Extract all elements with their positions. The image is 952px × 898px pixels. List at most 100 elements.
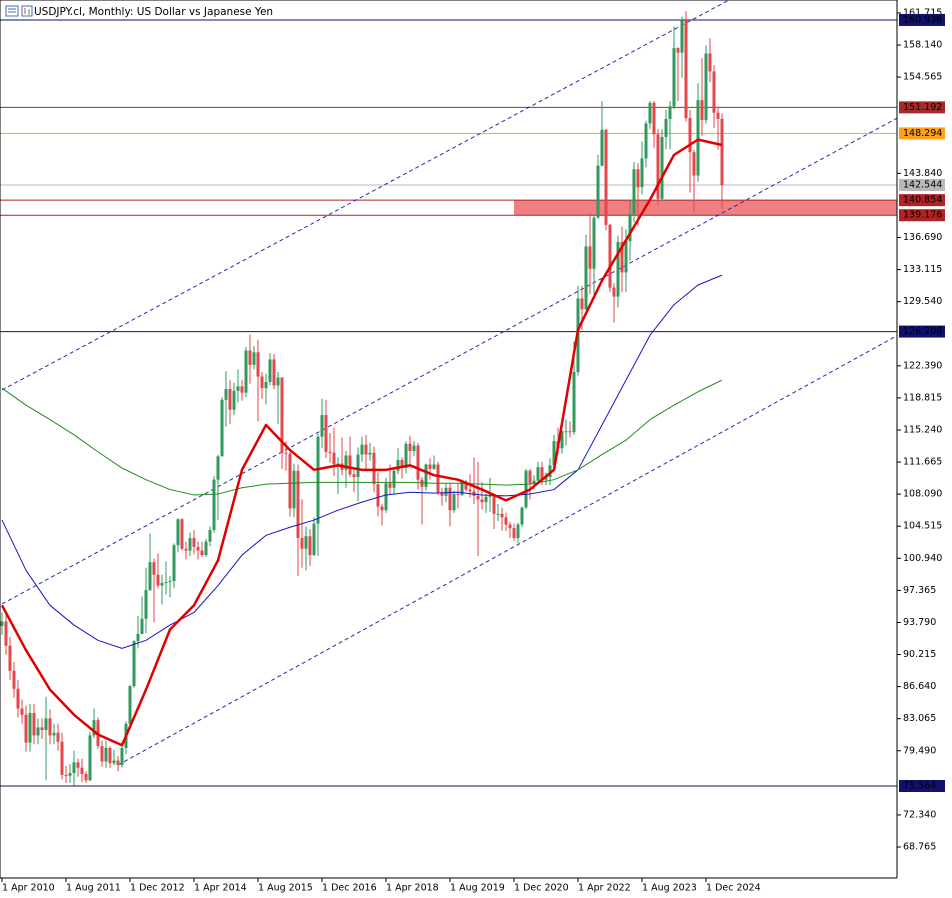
- plot-area: [0, 0, 897, 787]
- candle-body: [260, 376, 264, 389]
- candle-body: [400, 459, 404, 469]
- candle-body: [32, 712, 36, 736]
- candle-body: [156, 574, 160, 586]
- level-label-box: [899, 779, 945, 792]
- x-tick-label: 1 Aug 2015: [258, 883, 313, 894]
- level-label-box: [899, 194, 945, 207]
- candle-body: [68, 773, 72, 776]
- x-tick-label: 1 Apr 2010: [2, 883, 55, 894]
- candle-body: [16, 688, 20, 709]
- candle-body: [544, 477, 548, 480]
- candle-body: [116, 760, 120, 766]
- candle-body: [512, 528, 516, 539]
- candle-body: [48, 718, 52, 736]
- candle-body: [596, 165, 600, 218]
- candle-body: [384, 483, 388, 511]
- candle-body: [524, 470, 528, 508]
- y-tick-label: 161.715: [903, 7, 942, 18]
- level-label-box: [899, 101, 945, 114]
- candle-body: [176, 519, 180, 546]
- candle-body: [432, 464, 436, 469]
- candle-body: [672, 48, 676, 107]
- candle-body: [336, 463, 340, 465]
- level-label: 160.936: [903, 14, 942, 25]
- candle-body: [364, 444, 368, 455]
- candle-body: [456, 494, 460, 496]
- candle-body: [416, 445, 420, 480]
- candle-body: [444, 487, 448, 496]
- level-label-box: [899, 178, 945, 191]
- level-label-box: [899, 13, 945, 26]
- candle-body: [196, 546, 200, 551]
- candle-body: [168, 581, 172, 583]
- candle-body: [88, 735, 92, 781]
- candle-body: [212, 479, 216, 530]
- candle-body: [668, 106, 672, 119]
- candle-body: [396, 459, 400, 471]
- candle-body: [404, 443, 408, 469]
- candle-body: [52, 732, 56, 736]
- candle-body: [8, 645, 12, 671]
- candle-body: [480, 499, 484, 503]
- candle-body: [344, 455, 348, 470]
- candle-body: [44, 718, 48, 731]
- candle-body: [676, 48, 680, 53]
- candle-body: [312, 523, 316, 556]
- level-label: 126.208: [903, 326, 942, 337]
- candle-body: [516, 524, 520, 539]
- candle-body: [144, 590, 148, 619]
- candle-body: [140, 618, 144, 635]
- candle-body: [20, 708, 24, 715]
- candle-body: [180, 519, 184, 549]
- x-tick-label: 1 Apr 2022: [578, 883, 631, 894]
- candle-body: [572, 372, 576, 433]
- candle-body: [148, 562, 152, 591]
- candle-body: [652, 102, 656, 135]
- candle-body: [624, 241, 628, 273]
- y-tick-label: 108.090: [903, 489, 942, 500]
- candle-body: [440, 492, 444, 496]
- candle-body: [160, 582, 164, 586]
- candle-body: [84, 774, 88, 781]
- y-tick-label: 79.490: [903, 745, 936, 756]
- candle-body: [604, 129, 608, 225]
- candle-body: [256, 352, 260, 377]
- candle-body: [80, 767, 84, 775]
- candle-body: [308, 536, 312, 556]
- candle-body: [152, 562, 156, 575]
- level-label: 142.544: [903, 179, 942, 190]
- x-tick-label: 1 Dec 2016: [322, 883, 377, 894]
- level-label-box: [899, 209, 945, 222]
- candle-body: [296, 470, 300, 539]
- candle-body: [380, 506, 384, 511]
- y-tick-label: 86.640: [903, 681, 936, 692]
- candle-body: [12, 670, 16, 689]
- candle-body: [112, 760, 116, 764]
- indicator-line: [1, 274, 723, 649]
- candle-body: [612, 287, 616, 297]
- candle-body: [540, 467, 544, 480]
- candle-body: [184, 548, 188, 551]
- candle-body: [560, 431, 564, 449]
- candle-body: [388, 483, 392, 488]
- candle-body: [564, 431, 568, 433]
- candle-body: [292, 470, 296, 509]
- candle-body: [100, 746, 104, 762]
- zone: [514, 200, 897, 216]
- candle-body: [640, 158, 644, 188]
- candle-body: [224, 389, 228, 400]
- y-tick-label: 93.790: [903, 617, 936, 628]
- candle-body: [704, 53, 708, 120]
- candle-body: [504, 517, 508, 525]
- y-tick-label: 72.340: [903, 809, 936, 820]
- candle-body: [464, 481, 468, 490]
- y-tick-label: 154.565: [903, 72, 942, 83]
- candle-body: [708, 53, 712, 72]
- icon: [5, 5, 19, 17]
- chart-title: USDJPY.cl, Monthly: US Dollar vs Japanes…: [34, 6, 273, 18]
- x-tick-label: 1 Aug 2023: [642, 883, 697, 894]
- candle-body: [240, 386, 244, 393]
- candle-body: [660, 136, 664, 199]
- candle-body: [28, 712, 32, 743]
- y-tick-label: 136.690: [903, 232, 942, 243]
